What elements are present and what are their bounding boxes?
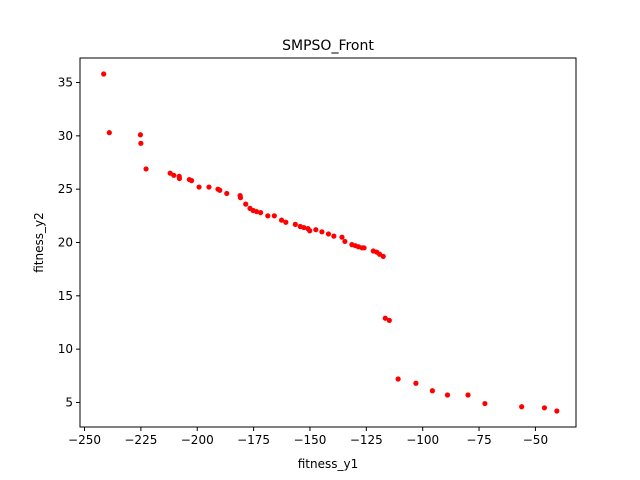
data-point <box>278 217 285 223</box>
x-axis: −250 −225 −200 −175 −150 −125 −100 −75 −50 <box>68 427 548 447</box>
data-point <box>444 392 451 398</box>
data-point <box>253 208 260 215</box>
x-tick-label: −75 <box>466 433 491 447</box>
data-point <box>339 234 345 240</box>
data-point <box>301 224 307 231</box>
y-axis-label: fitness_y2 <box>32 212 46 273</box>
y-tick-label: 15 <box>58 289 73 303</box>
data-point <box>265 213 271 219</box>
data-point <box>380 253 386 259</box>
data-point <box>189 178 195 184</box>
y-tick-label: 25 <box>58 182 73 196</box>
data-point <box>313 227 319 233</box>
data-point <box>217 187 223 193</box>
data-point <box>224 190 230 197</box>
data-point <box>206 184 212 190</box>
y-tick-label: 20 <box>58 236 73 250</box>
y-tick-label: 5 <box>65 395 73 409</box>
data-point <box>307 228 313 234</box>
x-tick-label: −225 <box>124 433 157 447</box>
data-point <box>319 229 325 235</box>
data-point <box>382 315 388 321</box>
data-point <box>386 317 392 323</box>
data-point <box>106 130 112 136</box>
data-point <box>143 166 149 172</box>
data-point <box>283 219 289 225</box>
x-tick-label: −125 <box>350 433 383 447</box>
data-point <box>429 388 435 394</box>
x-tick-label: −175 <box>237 433 270 447</box>
data-points <box>101 71 560 414</box>
data-point <box>137 132 144 138</box>
y-tick-label: 10 <box>58 342 73 356</box>
data-point <box>465 392 471 398</box>
data-point <box>342 238 348 245</box>
data-point <box>519 404 525 410</box>
data-point <box>361 245 367 251</box>
x-tick-label: −50 <box>523 433 548 447</box>
data-point <box>482 400 488 407</box>
data-point <box>554 408 560 414</box>
data-point <box>541 405 548 411</box>
data-point <box>196 184 202 190</box>
data-point <box>171 172 177 178</box>
x-tick-label: −250 <box>68 433 101 447</box>
data-point <box>413 380 419 386</box>
x-tick-label: −100 <box>406 433 439 447</box>
y-tick-label: 35 <box>58 76 73 90</box>
data-point <box>325 231 332 237</box>
data-point <box>395 376 401 382</box>
chart-title: SMPSO_Front <box>282 38 374 54</box>
data-point <box>271 213 277 219</box>
y-tick-label: 30 <box>58 129 73 143</box>
x-tick-label: −150 <box>293 433 326 447</box>
data-point <box>138 140 144 146</box>
data-point <box>243 201 249 207</box>
x-tick-label: −200 <box>181 433 214 447</box>
data-point <box>292 221 298 227</box>
plot-frame <box>79 57 577 428</box>
data-point <box>176 175 183 182</box>
data-point <box>237 195 244 201</box>
y-axis: 5 10 15 20 25 30 35 <box>58 76 80 409</box>
x-axis-label: fitness_y1 <box>298 457 359 471</box>
data-point <box>257 210 264 216</box>
data-point <box>331 233 337 239</box>
data-point <box>101 71 107 77</box>
